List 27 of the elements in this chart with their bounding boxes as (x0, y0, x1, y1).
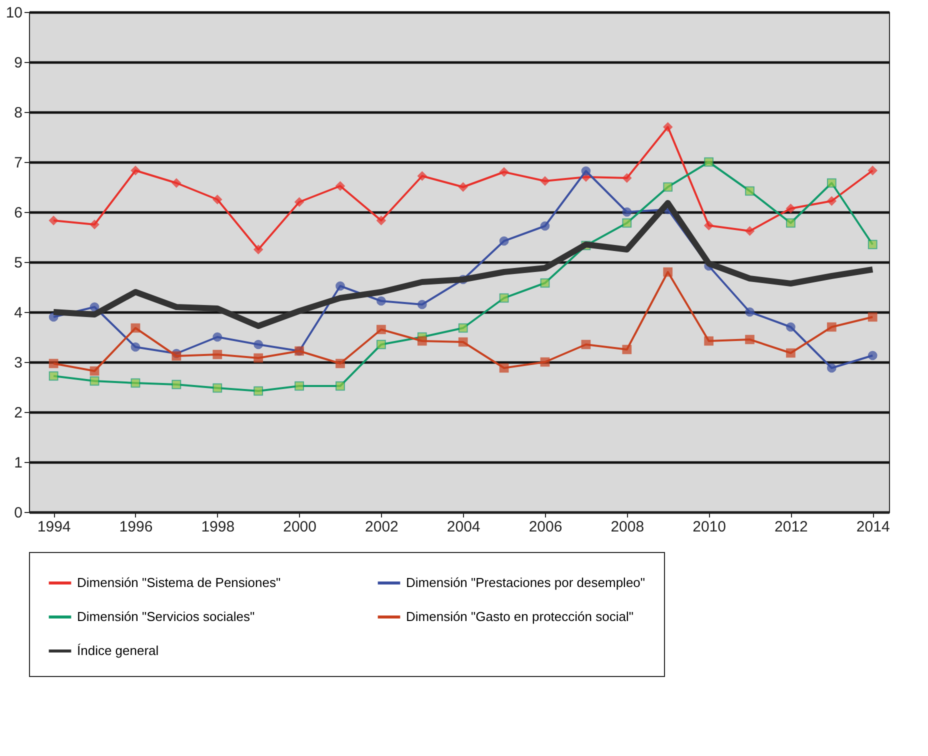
y-tick-label: 2 (14, 404, 22, 422)
x-tick-label: 1998 (201, 518, 235, 536)
x-tick-label: 1996 (119, 518, 153, 536)
y-tick-label: 0 (14, 504, 22, 522)
legend-label: Dimensión "Servicios sociales" (77, 609, 255, 624)
y-tick-label: 6 (14, 204, 22, 222)
x-tick-label: 2000 (283, 518, 316, 536)
x-tick-label: 2004 (446, 518, 480, 536)
legend-label: Dimensión "Gasto en protección social" (406, 609, 634, 624)
legend-label: Dimensión "Sistema de Pensiones" (77, 575, 281, 590)
y-tick-label: 5 (14, 254, 22, 272)
y-tick-label: 10 (6, 4, 22, 22)
legend-label: Índice general (77, 643, 159, 658)
x-tick-label: 2002 (365, 518, 398, 536)
x-tick-label: 2012 (774, 518, 808, 536)
x-tick-label: 2014 (856, 518, 890, 536)
legend-label: Dimensión "Prestaciones por desempleo" (406, 575, 646, 590)
y-tick-label: 9 (14, 54, 22, 72)
y-tick-label: 3 (14, 354, 22, 372)
x-tick-label: 2006 (528, 518, 562, 536)
x-tick-label: 1994 (37, 518, 71, 536)
y-tick-label: 1 (14, 454, 22, 472)
x-tick-label: 2008 (610, 518, 644, 536)
y-tick-label: 8 (14, 104, 22, 122)
y-tick-label: 4 (14, 304, 22, 322)
y-tick-label: 7 (14, 154, 22, 172)
x-tick-label: 2010 (692, 518, 726, 536)
